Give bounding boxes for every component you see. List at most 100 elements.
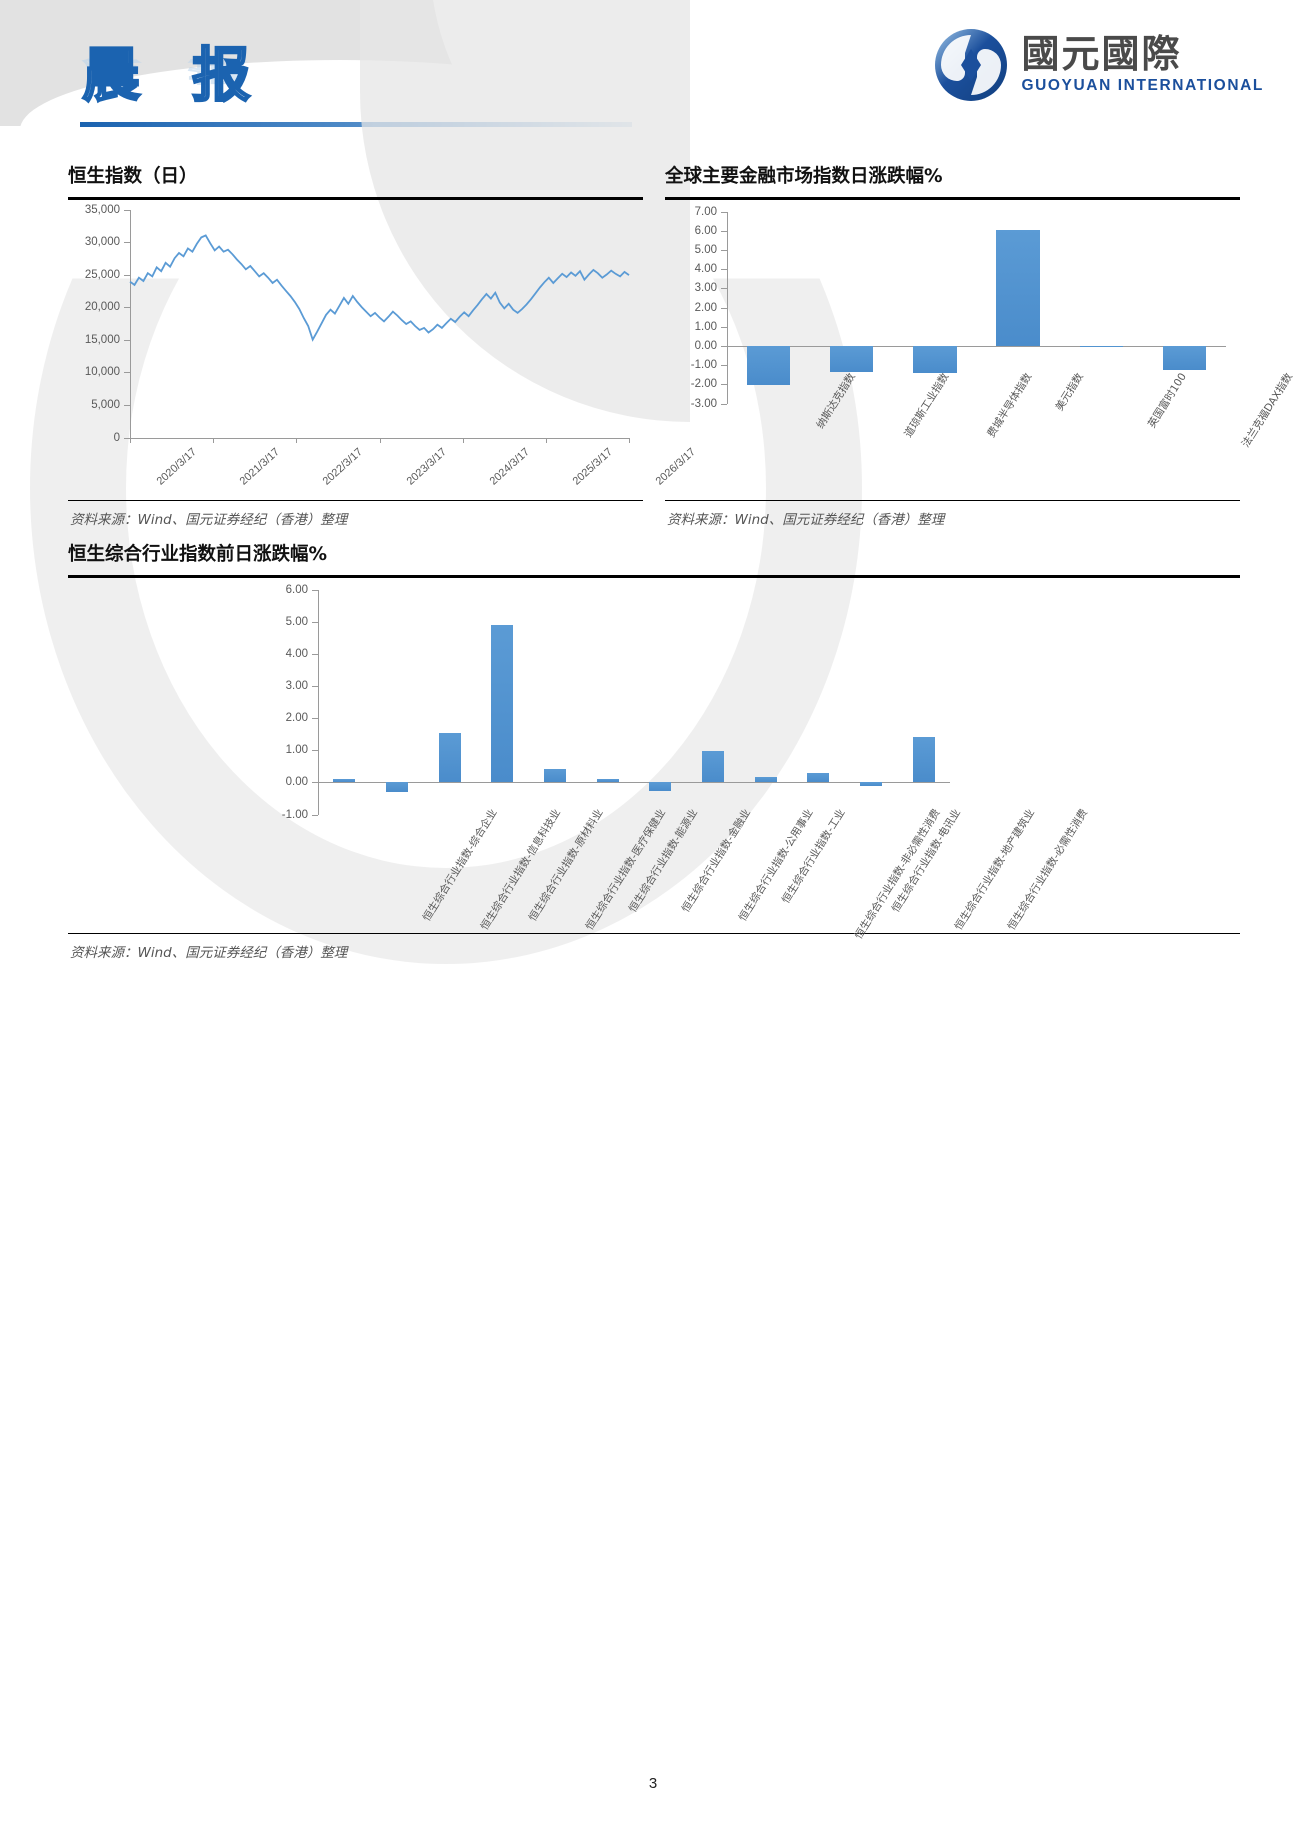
- x-tick-mark: [629, 437, 630, 443]
- bar: [746, 345, 791, 386]
- y-tick-label: 6.00: [285, 583, 308, 596]
- hsi-line-series: [129, 233, 630, 342]
- bar: [912, 736, 935, 783]
- y-tick-mark: [124, 437, 130, 439]
- top-chart-row: 恒生指数（日） 0 5,000 10,000 15,000 20,000 25,000 30…: [68, 162, 1296, 528]
- y-tick-mark: [721, 269, 727, 271]
- x-tick-mark: [213, 437, 215, 443]
- x-tick-label: 道琼斯工业指数: [901, 370, 952, 440]
- y-tick-label: -3.00: [690, 397, 717, 410]
- y-tick-mark: [312, 718, 318, 720]
- chart-title-industry: 恒生综合行业指数前日涨跌幅%: [68, 544, 328, 565]
- y-tick-mark: [124, 242, 130, 244]
- x-tick-mark: [545, 437, 547, 443]
- page-number: 3: [648, 1775, 658, 1792]
- y-tick-label: 0.00: [285, 776, 308, 789]
- y-tick-mark: [721, 249, 727, 251]
- chart-bottom-rule-industry: [68, 932, 1240, 934]
- y-tick-label: 5.00: [285, 615, 308, 628]
- y-tick-mark: [721, 365, 727, 367]
- y-tick-mark: [124, 404, 130, 406]
- chart-bottom-rule-hsi: [68, 499, 643, 501]
- y-tick-label: 2.00: [694, 301, 717, 314]
- chart-title-global: 全球主要金融市场指数日涨跌幅%: [665, 166, 943, 187]
- x-tick-label: 纳斯达克指数: [813, 370, 858, 431]
- source-note-industry: 资料来源：Wind、国元证券经纪（香港）整理: [70, 944, 348, 961]
- y-tick-label: 3.00: [694, 282, 717, 295]
- y-tick-label: 20,000: [84, 301, 120, 314]
- source-note-hsi: 资料来源：Wind、国元证券经纪（香港）整理: [70, 511, 348, 528]
- y-tick-label: 3.00: [285, 679, 308, 692]
- y-tick-mark: [312, 685, 318, 687]
- chart-plot-industry: -1.00 0.00 1.00 2.00 3.00 4.00 5.00 6.00 恒生综合行业指…: [68, 578, 1240, 942]
- x-tick-mark: [379, 437, 381, 443]
- logo-name-cn: 國元國際: [1021, 31, 1182, 76]
- y-tick-label: 4.00: [694, 263, 717, 276]
- x-tick-label: 法兰克福DAX指数: [1240, 370, 1296, 450]
- x-tick-mark: [462, 437, 464, 443]
- x-tick-mark: [296, 437, 298, 443]
- page-title: 晨 报: [81, 40, 267, 111]
- x-tick-label: 恒生综合行业指数-非必需性消费: [852, 807, 943, 942]
- y-tick-label: -2.00: [690, 378, 717, 391]
- y-tick-mark: [124, 307, 130, 309]
- source-note-global: 资料来源：Wind、国元证券经纪（香港）整理: [667, 511, 945, 528]
- y-tick-label: 35,000: [84, 203, 120, 216]
- y-tick-mark: [721, 403, 727, 405]
- y-tick-mark: [721, 384, 727, 386]
- bar: [438, 732, 461, 783]
- y-tick-mark: [721, 211, 727, 213]
- y-tick-mark: [721, 326, 727, 328]
- chart-card-hsi: 恒生指数（日） 0 5,000 10,000 15,000 20,000 25,000 30…: [68, 162, 698, 528]
- logo-name-en: GUOYUAN INTERNATIONAL: [1021, 77, 1264, 95]
- y-tick-mark: [721, 288, 727, 290]
- bar: [996, 229, 1040, 346]
- chart-plot-global: -3.00 -2.00 -1.00 0.00 1.00 2.00 3.00 4.00 5.00 6…: [665, 200, 1296, 500]
- y-tick-label: -1.00: [281, 808, 308, 821]
- y-tick-mark: [721, 307, 727, 309]
- bar: [913, 345, 957, 373]
- y-tick-label: 6.00: [694, 224, 717, 237]
- chart-title-rule-hsi: [68, 197, 643, 200]
- x-tick-label: 英国富时100: [1146, 370, 1190, 430]
- bar: [754, 776, 777, 783]
- bar: [649, 782, 672, 792]
- x-tick-label: 美元指数: [1053, 370, 1086, 413]
- bar: [596, 779, 619, 783]
- y-axis-line: [727, 211, 728, 404]
- x-tick-label: 费城半导体指数: [985, 370, 1035, 440]
- y-tick-label: 1.00: [694, 320, 717, 333]
- y-tick-mark: [312, 589, 318, 591]
- y-axis-line: [318, 589, 319, 815]
- y-tick-mark: [312, 621, 318, 623]
- bar: [1079, 345, 1123, 347]
- y-tick-mark: [312, 782, 318, 784]
- y-tick-label: 30,000: [84, 236, 120, 249]
- chart-title-rule-industry: [68, 575, 1240, 578]
- x-tick-mark: [130, 437, 131, 443]
- y-tick-mark: [124, 339, 130, 341]
- chart-plot-hsi: 0 5,000 10,000 15,000 20,000 25,000 30,000 35,0…: [68, 200, 698, 500]
- y-tick-mark: [124, 209, 130, 211]
- chart-title-hsi: 恒生指数（日）: [68, 166, 198, 187]
- bar: [701, 750, 725, 783]
- y-axis-line: [130, 209, 131, 438]
- bar: [1162, 345, 1207, 370]
- y-tick-mark: [124, 372, 130, 374]
- y-tick-label: 1.00: [285, 744, 308, 757]
- y-tick-label: 15,000: [84, 333, 120, 346]
- y-tick-label: 4.00: [285, 647, 308, 660]
- logo-text-block: 國元國際 GUOYUAN INTERNATIONAL: [1021, 31, 1264, 96]
- y-tick-mark: [312, 653, 318, 655]
- bar: [491, 624, 514, 783]
- chart-card-global: 全球主要金融市场指数日涨跌幅% -3.00 -2.00 -1.00 0.00 1.00 2…: [665, 162, 1296, 528]
- y-tick-mark: [721, 230, 727, 232]
- bar: [830, 345, 874, 372]
- bar: [543, 768, 567, 783]
- y-tick-label: 25,000: [84, 268, 120, 281]
- y-tick-mark: [312, 814, 318, 816]
- report-header: 晨 报 晨 报: [0, 0, 1306, 220]
- company-logo: 國元國際 GUOYUAN INTERNATIONAL: [933, 22, 1264, 108]
- y-tick-mark: [721, 345, 727, 347]
- bar: [385, 782, 409, 792]
